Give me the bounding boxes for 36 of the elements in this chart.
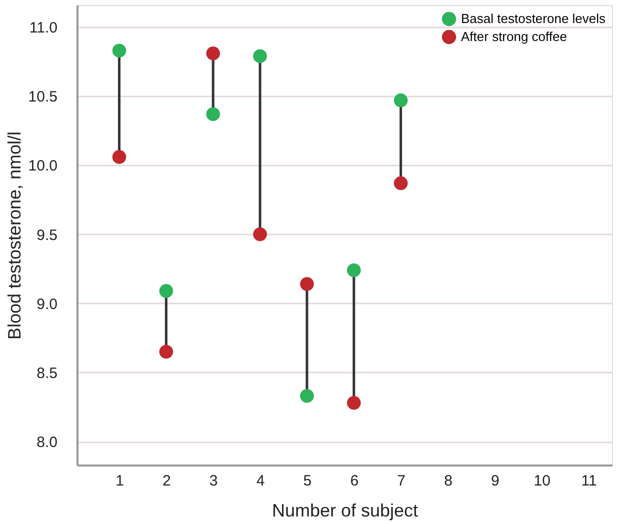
y-tick-label: 10.5 [28,88,58,106]
legend-label: After strong coffee [461,29,567,44]
point [346,396,361,410]
x-tick-label: 6 [350,472,359,490]
point [253,49,267,63]
point [300,277,314,291]
point [346,263,361,278]
point [112,44,126,58]
y-tick-label: 9.0 [36,296,58,313]
y-tick-label: 11.0 [29,20,58,37]
x-tick-label: 2 [162,472,171,490]
x-tick-label: 9 [491,472,500,490]
x-tick-label: 8 [444,472,452,490]
y-axis-title: Blood testosterone, nmol/l [4,131,24,340]
y-tick-label: 10.0 [28,158,58,175]
x-tick-label: 7 [397,472,406,490]
x-tick-label: 4 [256,472,265,490]
point [300,389,314,403]
point [112,150,126,164]
point [394,93,408,108]
point [159,344,174,359]
legend-label: Basal testosterone levels [461,11,606,26]
point [206,107,220,122]
x-tick-label: 5 [303,472,312,490]
x-tick-label: 11 [581,472,597,490]
point [394,176,408,190]
point [253,227,267,242]
point [159,284,174,298]
x-tick-label: 3 [209,472,218,490]
y-tick-label: 9.5 [36,226,58,244]
x-tick-label: 1 [116,472,124,490]
point [206,46,220,60]
y-tick-label: 8.5 [36,364,58,382]
x-axis-title: Number of subject [272,500,418,520]
x-tick-label: 10 [534,472,550,490]
y-tick-label: 8.0 [36,434,58,452]
